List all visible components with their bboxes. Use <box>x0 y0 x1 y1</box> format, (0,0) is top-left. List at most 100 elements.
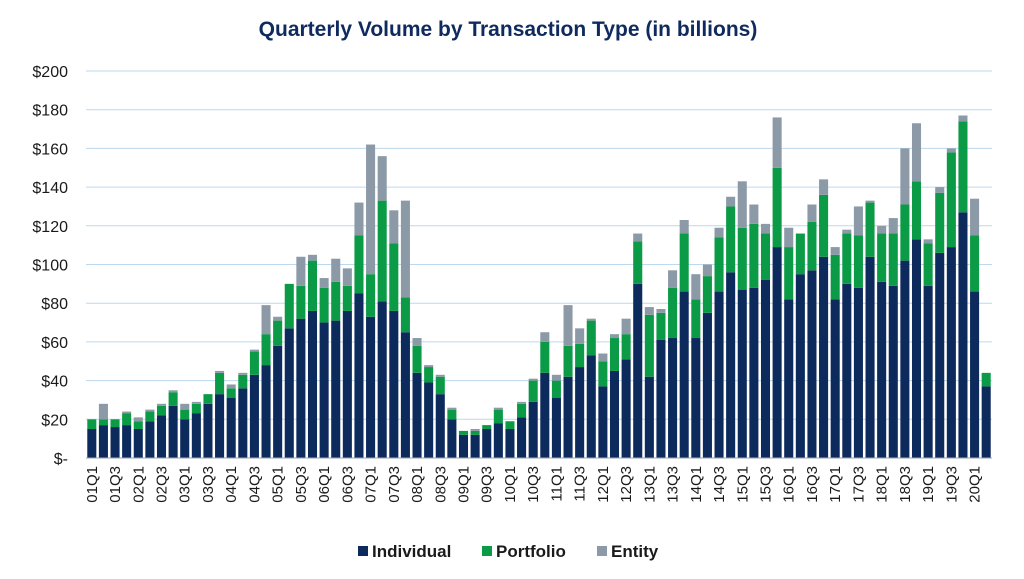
bar-individual <box>679 291 689 458</box>
bar-individual <box>644 376 654 458</box>
bar-portfolio <box>377 200 387 302</box>
bar-entity <box>702 264 712 277</box>
bar-portfolio <box>714 237 724 292</box>
x-tick-label: 04Q1 <box>223 466 240 503</box>
bar-portfolio <box>505 421 515 429</box>
bar-individual <box>110 427 120 458</box>
bar-entity <box>249 349 259 352</box>
bar-individual <box>412 372 422 458</box>
bar-entity <box>633 233 643 242</box>
x-tick-label: 07Q3 <box>386 466 403 503</box>
bar-individual <box>981 386 991 458</box>
bar-portfolio <box>946 152 956 248</box>
x-tick-label: 09Q3 <box>479 466 496 503</box>
bar-portfolio <box>133 421 143 429</box>
bar-entity <box>691 274 701 300</box>
bar-portfolio <box>331 281 341 321</box>
legend-swatch-entity <box>597 546 607 556</box>
bar-portfolio <box>981 372 991 387</box>
bar-individual <box>122 425 132 458</box>
bar-entity <box>261 305 271 335</box>
bar-individual <box>273 345 283 458</box>
bar-entity <box>609 334 620 339</box>
legend-label-individual: Individual <box>372 542 451 561</box>
bar-individual <box>377 301 387 458</box>
bar-portfolio <box>575 343 585 368</box>
bar-individual <box>656 339 666 458</box>
bar-entity <box>668 270 678 288</box>
x-tick-label: 09Q1 <box>456 466 473 503</box>
bar-individual <box>575 367 585 458</box>
bar-individual <box>946 247 956 458</box>
bar-individual <box>133 428 143 458</box>
bar-portfolio <box>877 233 887 282</box>
bar-portfolio <box>482 425 492 429</box>
bar-individual <box>749 287 759 458</box>
bar-individual <box>424 382 434 458</box>
bar-entity <box>877 225 887 234</box>
bar-entity <box>447 407 457 410</box>
bar-entity <box>714 227 724 238</box>
bar-entity <box>342 268 352 286</box>
bar-entity <box>528 378 538 381</box>
bar-portfolio <box>865 202 875 257</box>
bar-entity <box>598 353 608 362</box>
bar-individual <box>249 374 259 458</box>
bar-portfolio <box>296 285 306 319</box>
bar-entity <box>772 117 782 168</box>
bar-portfolio <box>540 341 550 373</box>
x-tick-label: 08Q1 <box>409 466 426 503</box>
bar-portfolio <box>551 380 561 399</box>
bar-portfolio <box>261 334 271 366</box>
y-tick-label: $140 <box>32 180 68 197</box>
bar-entity <box>389 210 399 244</box>
bar-portfolio <box>900 204 910 261</box>
bar-entity <box>575 328 585 344</box>
x-tick-label: 06Q1 <box>316 466 333 503</box>
bar-portfolio <box>517 403 527 418</box>
bar-entity <box>888 218 898 234</box>
bar-entity <box>737 181 747 228</box>
bar-individual <box>203 403 213 458</box>
bar-individual <box>970 291 980 458</box>
bar-portfolio <box>528 380 538 402</box>
bar-portfolio <box>215 372 225 395</box>
bar-individual <box>609 370 620 458</box>
bar-individual <box>958 212 968 458</box>
y-tick-label: $80 <box>41 296 68 313</box>
bar-individual <box>842 283 852 458</box>
legend-label-entity: Entity <box>611 542 659 561</box>
bar-entity <box>911 123 922 182</box>
bar-individual <box>691 338 701 458</box>
legend-swatch-portfolio <box>482 546 492 556</box>
bar-entity <box>145 409 155 412</box>
bar-individual <box>215 394 225 458</box>
x-tick-label: 16Q3 <box>804 466 821 503</box>
bar-portfolio <box>470 430 480 435</box>
bar-individual <box>528 401 538 458</box>
bar-entity <box>923 239 933 244</box>
bar-individual <box>877 281 887 458</box>
bar-entity <box>331 258 341 282</box>
bar-portfolio <box>656 312 666 340</box>
bar-portfolio <box>691 299 701 339</box>
x-tick-label: 02Q1 <box>130 466 147 503</box>
bar-individual <box>563 376 573 458</box>
x-tick-label: 11Q1 <box>548 466 565 502</box>
x-tick-label: 14Q3 <box>711 466 728 503</box>
bar-portfolio <box>203 394 213 404</box>
x-tick-label: 01Q1 <box>84 466 101 503</box>
x-tick-label: 06Q3 <box>339 466 356 503</box>
bar-entity <box>853 206 863 236</box>
bar-portfolio <box>458 430 469 435</box>
bar-individual <box>865 256 875 458</box>
y-tick-label: $- <box>54 451 68 468</box>
bar-portfolio <box>633 241 643 284</box>
bar-portfolio <box>424 367 434 383</box>
bar-portfolio <box>156 405 167 416</box>
bar-individual <box>517 417 527 458</box>
bar-portfolio <box>319 287 329 323</box>
bar-entity <box>366 144 376 275</box>
x-tick-label: 05Q3 <box>293 466 310 503</box>
bar-entity <box>307 254 318 261</box>
